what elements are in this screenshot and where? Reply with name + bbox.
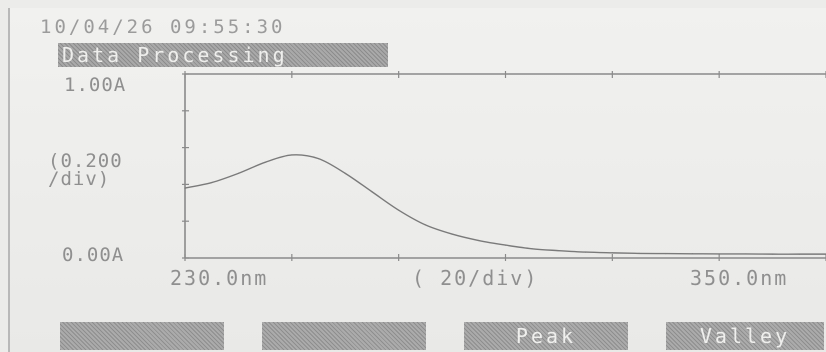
data-point <box>184 187 186 189</box>
data-point <box>478 239 480 242</box>
data-point <box>317 158 320 160</box>
data-point <box>665 252 667 255</box>
data-point <box>504 244 507 246</box>
peak-button[interactable]: Peak <box>464 322 628 350</box>
timestamp: 10/04/26 09:55:30 <box>40 16 286 38</box>
data-point <box>264 161 266 163</box>
data-point <box>718 253 720 255</box>
axis-ticks <box>182 71 826 261</box>
data-point <box>691 253 694 255</box>
data-point <box>585 251 587 253</box>
data-point <box>398 209 400 211</box>
y-axis-max-label: 1.00A <box>64 74 127 96</box>
data-point <box>745 253 747 255</box>
data-point <box>237 172 240 174</box>
x-axis-start-label: 230.0nm <box>170 266 269 290</box>
mode-title: Data Processing <box>58 43 388 67</box>
y-axis-scale-unit-label: /div) <box>48 168 111 190</box>
data-point <box>558 250 560 252</box>
valley-button[interactable]: Valley <box>666 322 824 350</box>
data-point <box>531 248 533 250</box>
data-point <box>451 233 453 235</box>
y-axis-min-label: 0.00A <box>62 244 125 266</box>
data-point <box>371 191 373 193</box>
data-point <box>798 253 800 255</box>
data-point <box>424 224 426 226</box>
data-points <box>184 154 826 255</box>
y-axis-scale-label: (0.200 <box>48 150 123 172</box>
x-axis-scale-label: ( 20/div) <box>412 266 539 290</box>
spectrum-line <box>184 154 826 255</box>
data-point <box>611 252 613 254</box>
softkey-2-button[interactable] <box>262 322 426 350</box>
data-point <box>771 253 774 255</box>
data-point <box>211 181 213 184</box>
data-point <box>344 172 346 174</box>
plot-frame <box>184 73 826 259</box>
data-point <box>291 154 293 156</box>
data-point <box>638 252 640 254</box>
x-axis-end-label: 350.0nm <box>690 266 789 290</box>
softkey-1-button[interactable] <box>60 322 224 350</box>
